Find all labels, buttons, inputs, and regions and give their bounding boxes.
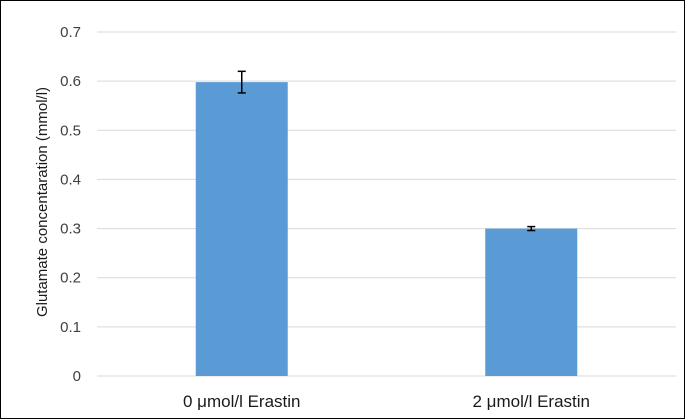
y-axis-ticks: 0 0.1 0.2 0.3 0.4 0.5 0.6 0.7 <box>60 24 81 385</box>
bar <box>195 82 288 376</box>
bar <box>485 228 578 376</box>
error-bar <box>237 70 246 94</box>
bars <box>195 82 578 376</box>
y-tick-label: 0.3 <box>60 221 81 238</box>
y-tick-label: 0.1 <box>60 319 81 336</box>
y-tick-label: 0.6 <box>60 73 81 90</box>
error-bar <box>527 225 536 232</box>
y-tick-label: 0.5 <box>60 122 81 139</box>
y-tick-label: 0 <box>73 368 81 385</box>
x-category-label: 2 μmol/l Erastin <box>473 392 591 411</box>
y-tick-label: 0.2 <box>60 270 81 287</box>
y-axis-label: Glutamate concentaration (mmol/l) <box>34 87 51 317</box>
y-tick-label: 0.4 <box>60 171 81 188</box>
gridlines <box>97 31 676 377</box>
y-tick-label: 0.7 <box>60 24 81 41</box>
x-category-label: 0 μmol/l Erastin <box>183 392 301 411</box>
error-bars <box>237 70 536 232</box>
x-axis-categories: 0 μmol/l Erastin 2 μmol/l Erastin <box>183 392 590 411</box>
